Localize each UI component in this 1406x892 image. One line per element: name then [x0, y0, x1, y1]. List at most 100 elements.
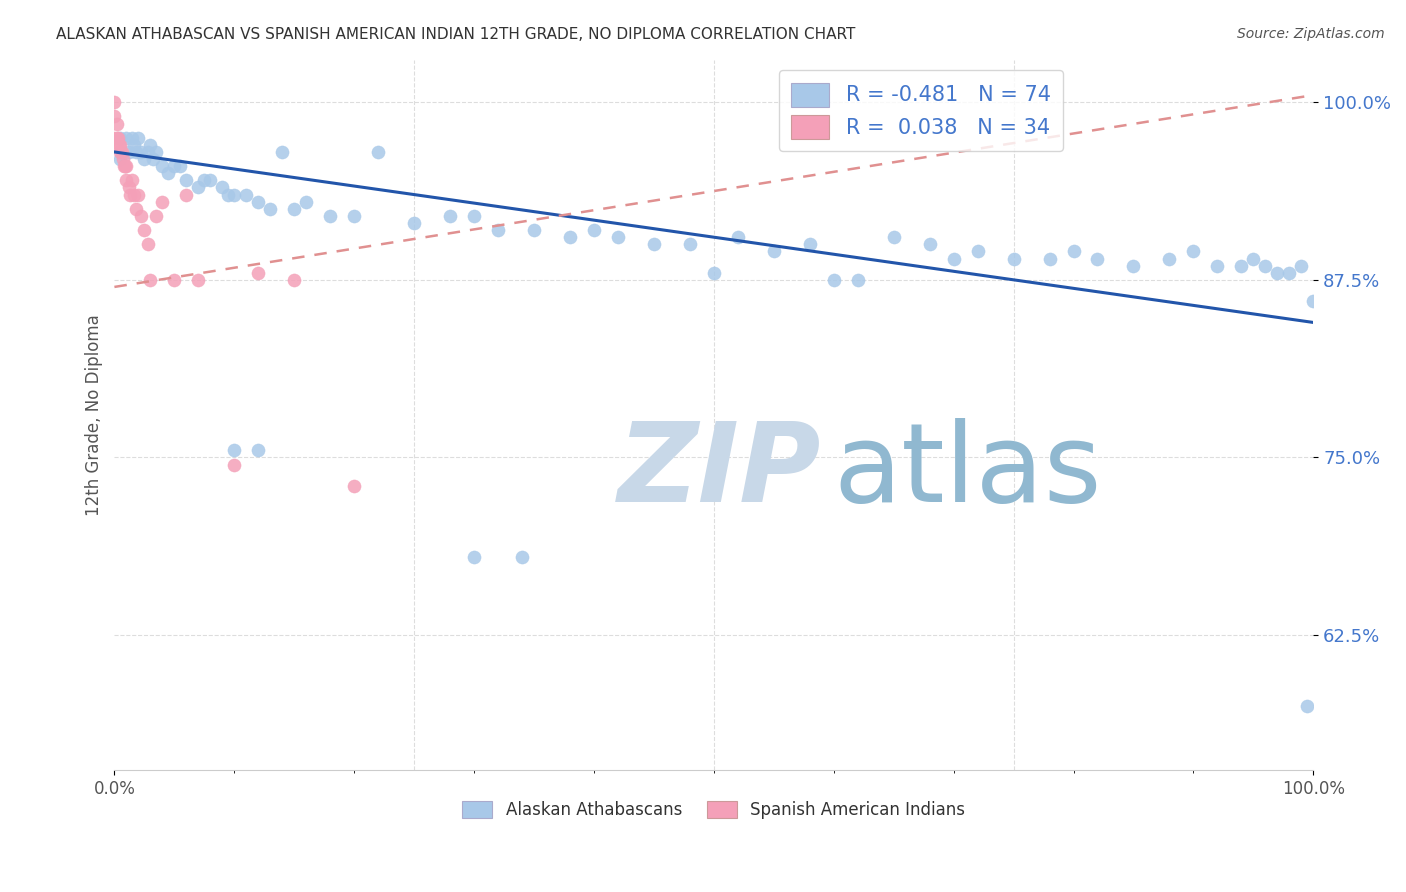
- Point: [145, 145, 167, 159]
- Point: [200, 173, 222, 187]
- Point: [523, 223, 546, 237]
- Point: [918, 237, 941, 252]
- Point: [343, 479, 366, 493]
- Point: [224, 458, 246, 472]
- Legend: Alaskan Athabascans, Spanish American Indians: Alaskan Athabascans, Spanish American In…: [456, 794, 972, 826]
- Point: [110, 137, 132, 152]
- Point: [1265, 266, 1288, 280]
- Point: [1038, 252, 1060, 266]
- Point: [1291, 259, 1313, 273]
- Point: [118, 187, 141, 202]
- Point: [510, 549, 533, 564]
- Point: [846, 273, 869, 287]
- Point: [142, 152, 165, 166]
- Point: [224, 443, 246, 458]
- Point: [115, 159, 138, 173]
- Point: [187, 180, 209, 194]
- Point: [169, 159, 191, 173]
- Point: [193, 173, 215, 187]
- Point: [367, 145, 389, 159]
- Point: [145, 209, 167, 223]
- Point: [111, 152, 134, 166]
- Point: [139, 273, 162, 287]
- Point: [136, 145, 159, 159]
- Point: [103, 95, 125, 110]
- Y-axis label: 12th Grade, No Diploma: 12th Grade, No Diploma: [86, 314, 103, 516]
- Point: [247, 266, 270, 280]
- Point: [558, 230, 581, 244]
- Text: ZIP: ZIP: [617, 418, 821, 525]
- Point: [150, 159, 173, 173]
- Point: [110, 145, 132, 159]
- Point: [112, 159, 135, 173]
- Point: [122, 187, 145, 202]
- Point: [217, 187, 239, 202]
- Point: [163, 159, 186, 173]
- Point: [1230, 259, 1253, 273]
- Point: [121, 173, 143, 187]
- Point: [129, 209, 152, 223]
- Point: [762, 244, 785, 259]
- Point: [110, 145, 132, 159]
- Point: [606, 230, 628, 244]
- Point: [486, 223, 509, 237]
- Point: [235, 187, 257, 202]
- Point: [103, 130, 125, 145]
- Point: [259, 202, 281, 216]
- Point: [150, 194, 173, 209]
- Point: [127, 130, 149, 145]
- Point: [1182, 244, 1205, 259]
- Point: [125, 145, 148, 159]
- Point: [110, 130, 132, 145]
- Point: [247, 194, 270, 209]
- Point: [283, 273, 305, 287]
- Point: [703, 266, 725, 280]
- Point: [1302, 294, 1324, 309]
- Point: [114, 159, 136, 173]
- Point: [224, 187, 246, 202]
- Point: [105, 130, 128, 145]
- Point: [121, 130, 143, 145]
- Point: [679, 237, 702, 252]
- Point: [823, 273, 845, 287]
- Point: [157, 166, 180, 180]
- Point: [1254, 259, 1277, 273]
- Point: [1063, 244, 1085, 259]
- Point: [129, 145, 152, 159]
- Point: [1241, 252, 1264, 266]
- Point: [118, 145, 141, 159]
- Point: [1278, 266, 1301, 280]
- Point: [404, 216, 426, 230]
- Point: [107, 130, 129, 145]
- Point: [136, 237, 159, 252]
- Point: [134, 223, 156, 237]
- Point: [966, 244, 988, 259]
- Point: [643, 237, 665, 252]
- Point: [163, 273, 186, 287]
- Point: [1206, 259, 1229, 273]
- Point: [295, 194, 318, 209]
- Point: [115, 173, 138, 187]
- Text: atlas: atlas: [834, 418, 1102, 525]
- Point: [883, 230, 905, 244]
- Point: [139, 137, 162, 152]
- Point: [110, 152, 132, 166]
- Point: [463, 209, 485, 223]
- Point: [176, 173, 198, 187]
- Point: [799, 237, 821, 252]
- Point: [105, 116, 128, 130]
- Point: [115, 130, 138, 145]
- Point: [439, 209, 461, 223]
- Point: [211, 180, 233, 194]
- Point: [1122, 259, 1144, 273]
- Point: [727, 230, 749, 244]
- Text: Source: ZipAtlas.com: Source: ZipAtlas.com: [1237, 27, 1385, 41]
- Point: [125, 202, 148, 216]
- Point: [108, 137, 131, 152]
- Point: [271, 145, 294, 159]
- Point: [247, 443, 270, 458]
- Point: [103, 110, 125, 124]
- Text: ALASKAN ATHABASCAN VS SPANISH AMERICAN INDIAN 12TH GRADE, NO DIPLOMA CORRELATION: ALASKAN ATHABASCAN VS SPANISH AMERICAN I…: [56, 27, 856, 42]
- Point: [134, 152, 156, 166]
- Point: [127, 187, 149, 202]
